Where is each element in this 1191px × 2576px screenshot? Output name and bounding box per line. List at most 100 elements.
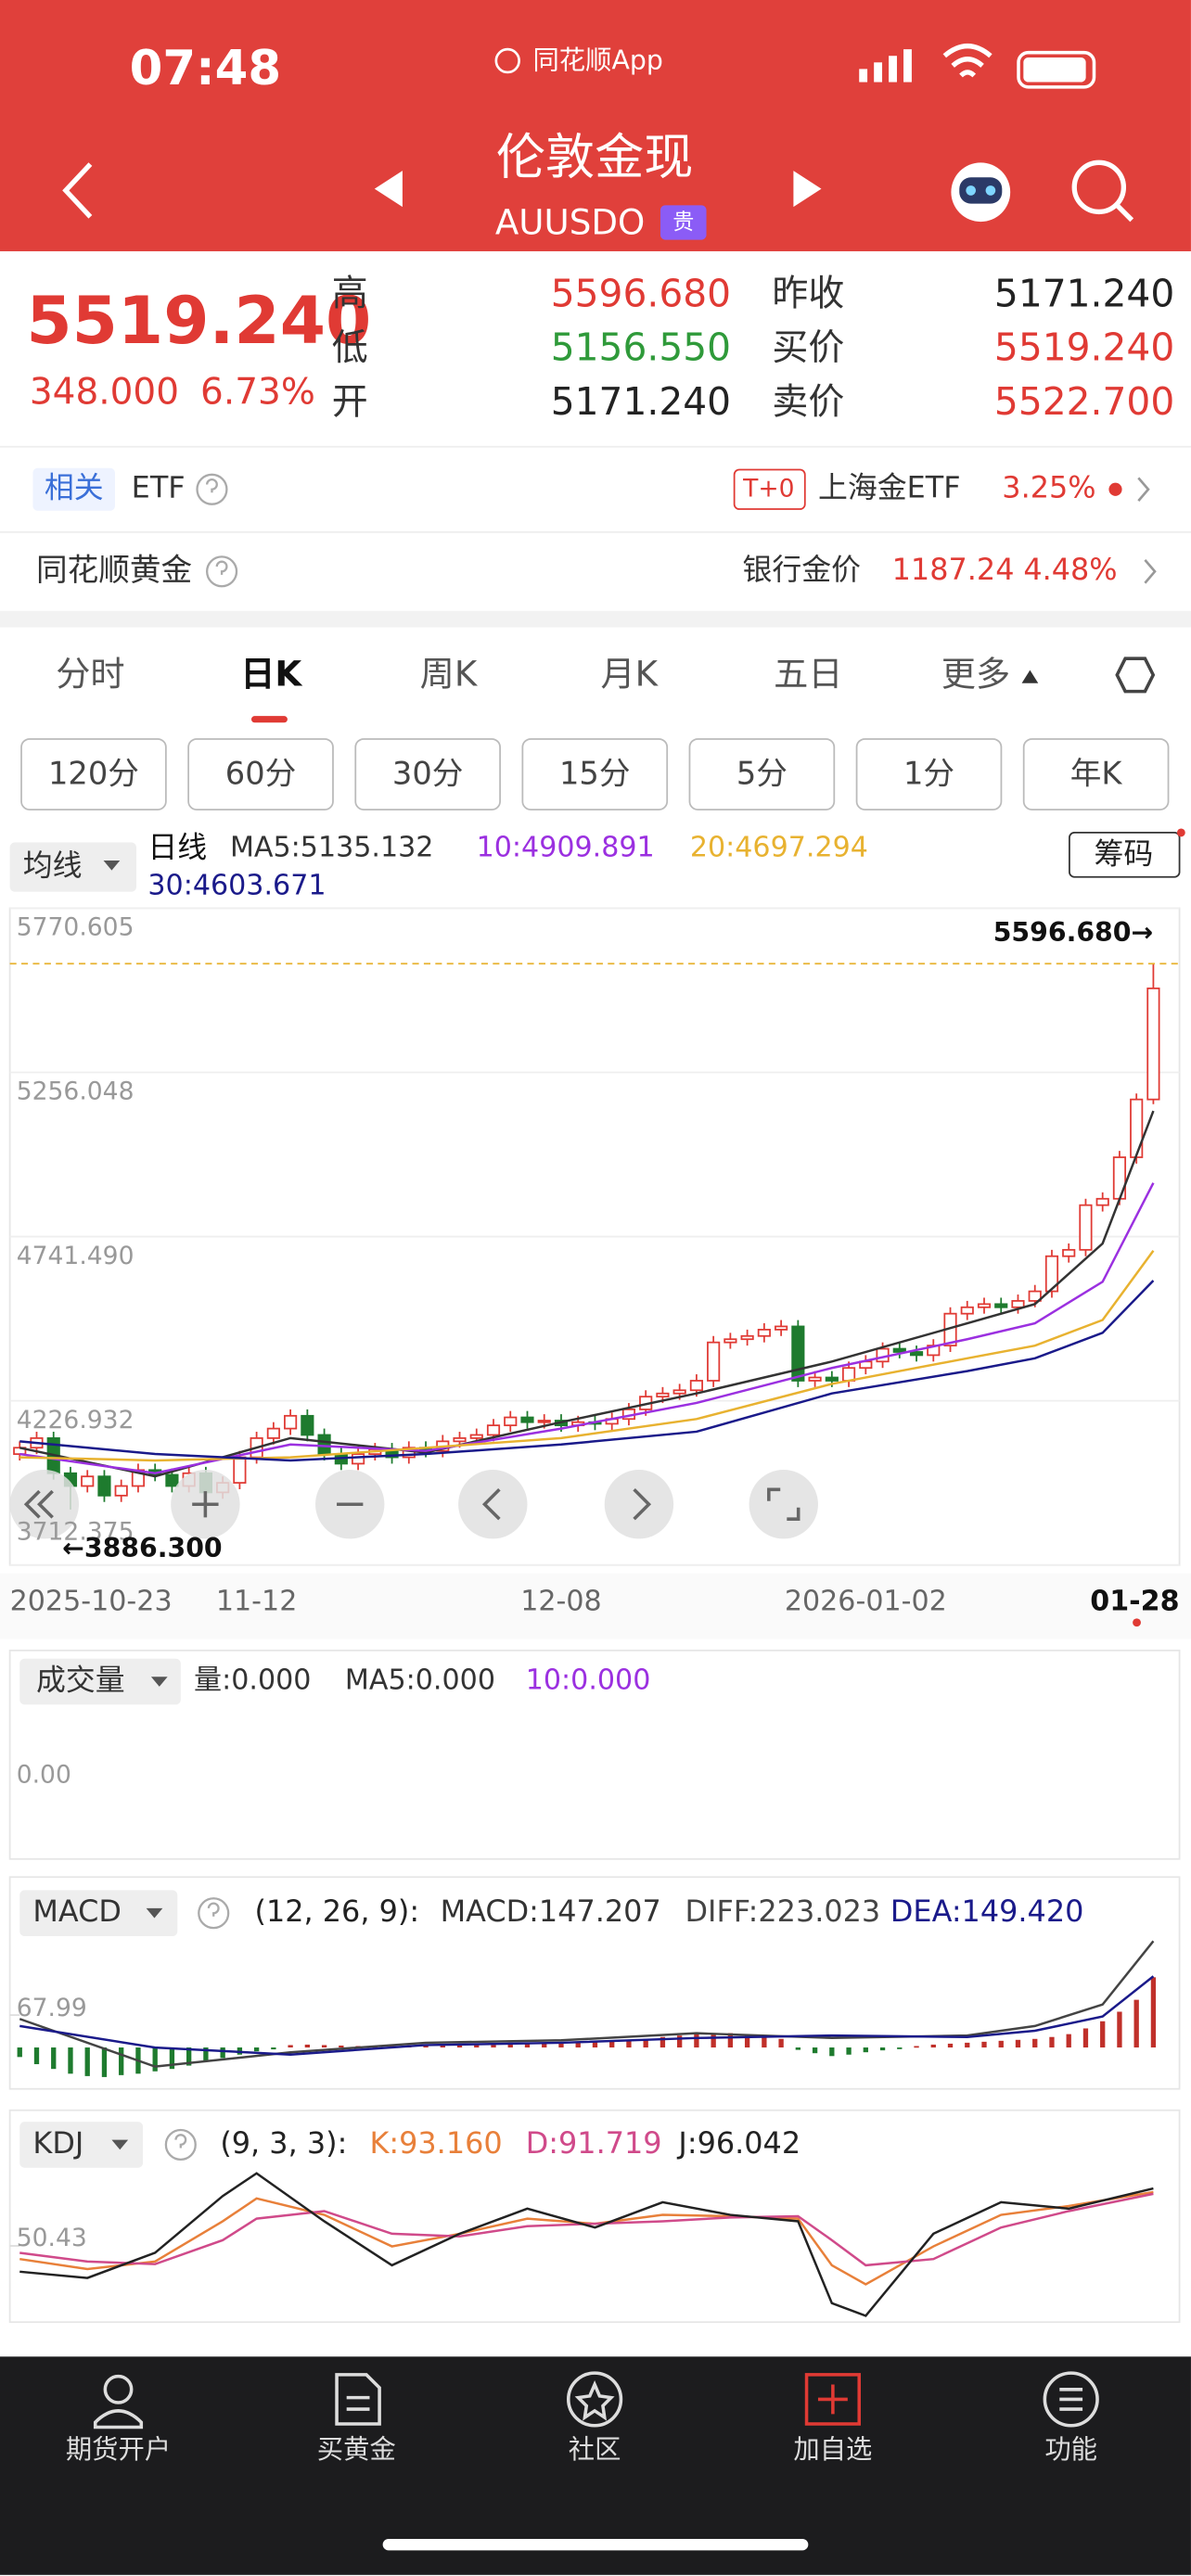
- candle-body: [1146, 987, 1160, 1101]
- help-icon[interactable]: [205, 555, 238, 588]
- candle-body: [1062, 1248, 1076, 1257]
- chip-button[interactable]: 筹码: [1094, 837, 1154, 873]
- macd-bar: [762, 2035, 767, 2048]
- macd-bar: [998, 2040, 1004, 2048]
- dropdown-arrow: [146, 1907, 163, 1919]
- indicator-line: [19, 2190, 1154, 2286]
- candle-body: [1130, 1098, 1144, 1158]
- nav-icons: [93, 2371, 1099, 2429]
- bank-price: 1187.24: [891, 553, 1015, 589]
- etf-pct: 3.25%: [1002, 471, 1096, 506]
- etf-label: ETF: [131, 471, 186, 506]
- period-label[interactable]: 30分: [391, 756, 464, 793]
- settings-button[interactable]: [1115, 657, 1156, 694]
- tab[interactable]: 五日: [774, 654, 843, 695]
- panel-selector[interactable]: KDJ: [32, 2126, 84, 2162]
- period-button[interactable]: [688, 738, 836, 810]
- back-button[interactable]: [62, 162, 93, 219]
- period-label[interactable]: 120分: [48, 756, 139, 793]
- period-button[interactable]: [855, 738, 1003, 810]
- legend-entry: K:93.160: [369, 2126, 503, 2162]
- period-button[interactable]: [1022, 738, 1170, 810]
- stat-label: 低: [331, 328, 368, 370]
- y-tick-label: 5770.605: [16, 912, 134, 942]
- chevron[interactable]: [1137, 477, 1150, 503]
- y-tick-label: 5256.048: [16, 1076, 134, 1106]
- macd-bar: [101, 2047, 108, 2077]
- macd-bar: [186, 2047, 192, 2066]
- chart-control[interactable]: [604, 1470, 674, 1539]
- candle-body: [1011, 1300, 1025, 1308]
- candle-body: [301, 1414, 314, 1436]
- period-button[interactable]: [521, 738, 669, 810]
- candle-body: [707, 1341, 721, 1382]
- dot: [1176, 828, 1185, 837]
- dot: [1108, 482, 1122, 496]
- help-icon[interactable]: [196, 473, 228, 505]
- period-label[interactable]: 60分: [224, 756, 297, 793]
- y-tick-label: 67.99: [16, 1993, 87, 2023]
- search-button[interactable]: [1071, 159, 1134, 223]
- period-button[interactable]: [20, 738, 167, 810]
- macd-bar: [1117, 2011, 1122, 2048]
- candle-body: [808, 1376, 822, 1382]
- y-tick-label: 3712.375: [16, 1516, 134, 1547]
- period-label[interactable]: 5分: [736, 756, 788, 793]
- macd-bar: [33, 2047, 40, 2065]
- chip-button-bg[interactable]: [1069, 832, 1181, 878]
- tab[interactable]: 月K: [600, 654, 659, 695]
- tab[interactable]: 日K: [240, 654, 302, 695]
- clock: 07:48: [129, 40, 282, 96]
- panel-selector[interactable]: MACD: [32, 1894, 122, 1930]
- chevron[interactable]: [1144, 559, 1157, 584]
- legend-entry: 10:4909.891: [476, 832, 655, 865]
- nav-label[interactable]: 社区: [568, 2433, 621, 2466]
- next-button[interactable]: [793, 171, 822, 208]
- macd-bar: [677, 2035, 683, 2048]
- help-icon[interactable]: [198, 1897, 230, 1930]
- selector-bg[interactable]: [9, 842, 136, 892]
- candle-body: [724, 1338, 737, 1344]
- period-label[interactable]: 15分: [559, 756, 631, 793]
- panel-selector[interactable]: 成交量: [35, 1664, 125, 1699]
- nav-label[interactable]: 期货开户: [65, 2433, 172, 2466]
- etf-fund[interactable]: 上海金ETF: [817, 471, 961, 506]
- t0-box: [733, 468, 806, 510]
- macd-bar: [744, 2034, 750, 2048]
- chart-control[interactable]: [458, 1470, 528, 1539]
- period-button[interactable]: [187, 738, 334, 810]
- period-label[interactable]: 1分: [903, 756, 955, 793]
- dropdown-arrow: [103, 861, 121, 871]
- stat-label: 高: [331, 274, 368, 316]
- indicator-params: (9, 3, 3):: [220, 2126, 348, 2162]
- legend-entry: 30:4603.671: [147, 869, 327, 903]
- robot-button[interactable]: [951, 162, 1011, 223]
- chart-selector[interactable]: 均线: [22, 848, 83, 884]
- selector-bg[interactable]: [19, 1890, 178, 1937]
- nav-label[interactable]: 功能: [1044, 2433, 1098, 2466]
- help-icon[interactable]: [164, 2128, 197, 2162]
- nav-label[interactable]: 买黄金: [316, 2433, 396, 2466]
- candle-body: [520, 1416, 534, 1423]
- candle-body: [351, 1453, 365, 1465]
- symbol-code: AUUSDO: [494, 202, 646, 243]
- selector-bg[interactable]: [19, 1658, 181, 1705]
- app-name: 同花顺App: [532, 44, 663, 76]
- candle-body: [81, 1475, 95, 1487]
- chart-control[interactable]: [9, 1470, 80, 1539]
- period-label[interactable]: 年K: [1069, 756, 1122, 793]
- macd-bar: [930, 2044, 936, 2048]
- tab[interactable]: 分时: [56, 654, 125, 695]
- selector-bg[interactable]: [19, 2122, 144, 2168]
- prev-button[interactable]: [374, 171, 403, 208]
- candle-body: [689, 1380, 703, 1392]
- period-button[interactable]: [354, 738, 501, 810]
- dropdown-arrow: [150, 1677, 168, 1687]
- chart-control[interactable]: [749, 1470, 818, 1539]
- tab[interactable]: 周K: [419, 654, 478, 695]
- legend-entry: 20:4697.294: [689, 832, 868, 865]
- stat-label: 买价: [772, 328, 845, 370]
- tab[interactable]: 更多: [941, 654, 1011, 695]
- nav-label[interactable]: 加自选: [793, 2433, 873, 2466]
- macd-bar: [169, 2047, 175, 2070]
